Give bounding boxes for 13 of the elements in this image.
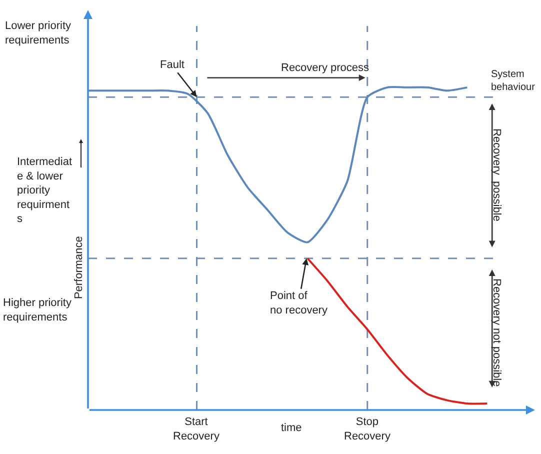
annotation: Recovery possible	[490, 128, 503, 222]
y-axis-title: Performance	[72, 236, 85, 300]
annotation: Point of no recovery	[270, 290, 328, 316]
text: Lower priority requirements	[5, 20, 72, 46]
annotation: System behaviour	[491, 69, 536, 93]
annotation: Recovery not possible	[490, 278, 503, 387]
text: Recovery process	[281, 62, 370, 74]
text: Higher priority requirements	[3, 297, 72, 324]
text: Fault	[160, 59, 184, 71]
text: Stop Recovery	[344, 416, 391, 442]
x-axis-title: time	[281, 422, 302, 434]
text: Intermediat e & lower priority requirment s	[17, 156, 72, 226]
text: Start Recovery	[173, 416, 220, 442]
